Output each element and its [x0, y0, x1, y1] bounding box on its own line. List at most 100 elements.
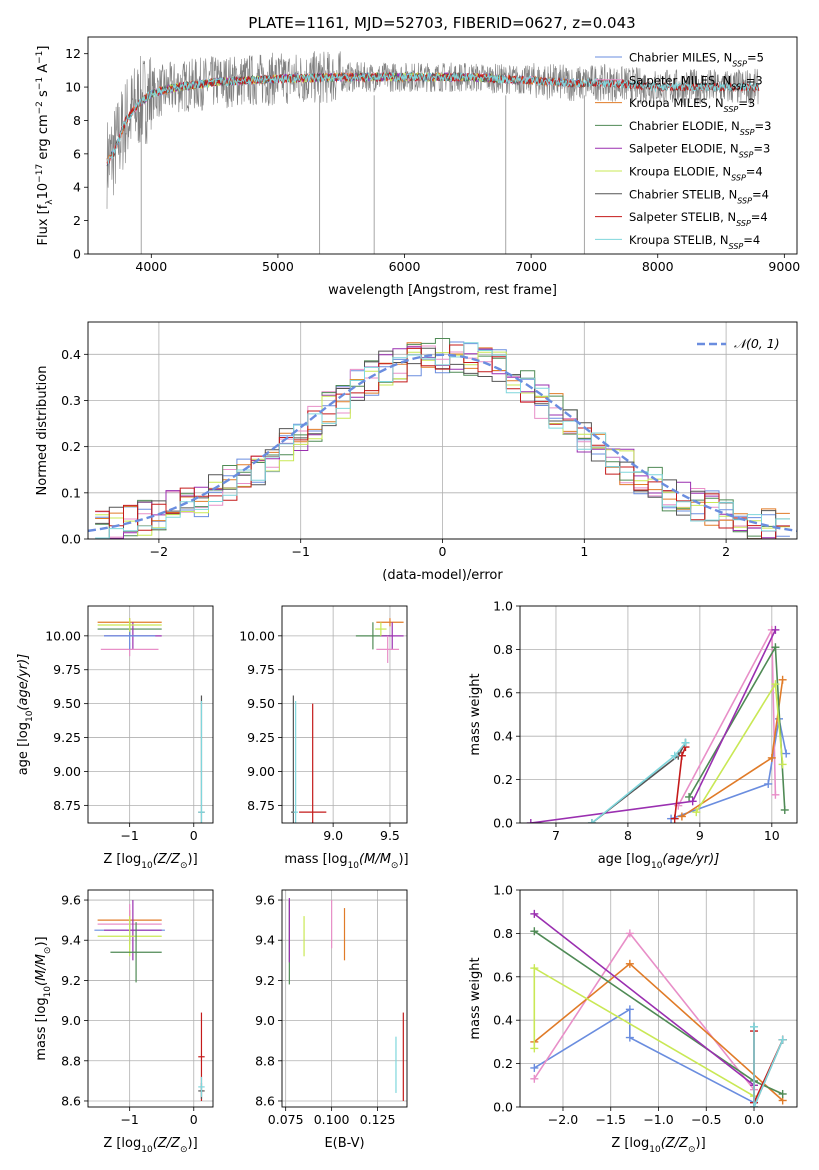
y-tick-label: 9.6: [61, 893, 81, 908]
y-tick-label: 0.4: [61, 347, 81, 362]
spectrum-data-line: [106, 51, 760, 209]
legend-entry: Salpeter ELODIE, NSSP=3: [629, 142, 770, 160]
y-tick-label: 9.75: [247, 662, 275, 677]
age_vs_mass-plot: [291, 618, 404, 823]
mass-weight-line: [533, 913, 755, 1086]
x-tick-label: −2: [150, 544, 168, 559]
x-tick-label: 7000: [515, 259, 547, 274]
x-tick-label: −1: [291, 544, 309, 559]
x-tick-label: −2.0: [548, 1112, 578, 1127]
y-tick-label: 8.75: [53, 798, 81, 813]
legend-entry: Kroupa ELODIE, NSSP=4: [629, 165, 763, 183]
y-tick-label: 9.4: [255, 933, 275, 948]
mass-vs-ebv-x-label: E(B-V): [324, 1136, 364, 1151]
y-tick-label: 9.00: [53, 764, 81, 779]
mass_vs_Z-frame: [87, 889, 214, 1108]
x-tick-label: 0: [190, 828, 198, 843]
x-tick-label: −0.5: [691, 1112, 721, 1127]
legend-entry: Salpeter STELIB, NSSP=4: [629, 210, 768, 228]
gaussian-curve: [88, 353, 797, 533]
x-tick-label: 6000: [389, 259, 421, 274]
mass_vs_ebv-plot: [288, 898, 404, 1101]
y-tick-label: 1.0: [493, 599, 513, 614]
x-tick-label: −1: [120, 828, 138, 843]
residuals-legend-entry: 𝒩(0, 1): [734, 336, 780, 351]
weight_vs_Z-y-label: mass weight: [468, 957, 483, 1039]
x-tick-label: −1.5: [596, 1112, 626, 1127]
y-tick-label: 0.2: [493, 772, 513, 787]
legend-entry: Kroupa STELIB, NSSP=4: [629, 233, 760, 251]
y-tick-label: 9.2: [255, 973, 275, 988]
x-tick-label: 9: [696, 828, 704, 843]
x-tick-label: 7: [552, 828, 560, 843]
x-tick-label: 0.0: [744, 1112, 764, 1127]
age-vs-Z-x-label: Z [log10(Z/Z⊙)]: [103, 852, 197, 871]
x-tick-label: 2: [722, 544, 730, 559]
x-tick-label: 10: [764, 828, 780, 843]
y-tick-label: 9.25: [247, 730, 275, 745]
y-tick-label: 8: [73, 113, 81, 128]
x-tick-label: −1.0: [643, 1112, 673, 1127]
y-tick-label: 0.4: [493, 1013, 513, 1028]
x-tick-label: 9.0: [323, 828, 343, 843]
y-tick-label: 10.00: [45, 628, 81, 643]
y-tick-label: 8.75: [247, 798, 275, 813]
spectrum-plot: [106, 51, 760, 254]
y-tick-label: 0.8: [493, 926, 513, 941]
x-tick-label: 4000: [135, 259, 167, 274]
mass-weight-line: [753, 1026, 784, 1107]
y-tick-label: 0.4: [493, 729, 513, 744]
y-tick-label: 9.00: [247, 764, 275, 779]
y-tick-label: 2: [73, 213, 81, 228]
x-tick-label: 0: [439, 544, 447, 559]
residuals-y-label: Normed distribution: [35, 366, 50, 496]
histogram-step: [95, 345, 790, 539]
y-tick-label: 9.6: [255, 893, 275, 908]
y-tick-label: 9.2: [61, 973, 81, 988]
x-tick-label: 0: [190, 1112, 198, 1127]
x-tick-label: 0.075: [268, 1112, 304, 1127]
mass_vs_Z-plot: [94, 900, 205, 1101]
mass-weight-line: [670, 718, 787, 820]
y-tick-label: 9.4: [61, 933, 81, 948]
y-tick-label: 0: [73, 247, 81, 262]
x-tick-label: −1: [120, 1112, 138, 1127]
y-tick-label: 9.25: [53, 730, 81, 745]
spectrum-model-line: [106, 71, 760, 165]
residuals-x-label: (data-model)/error: [382, 568, 503, 583]
y-tick-label: 0.1: [61, 485, 81, 500]
age_vs_mass-axes: 9.0 9.5 8.75 9.00 9.25 9.50 9.75 10.00: [239, 606, 407, 843]
x-tick-label: 0.125: [360, 1112, 396, 1127]
y-tick-label: 10: [65, 80, 81, 95]
residuals-plot: [88, 338, 797, 539]
weight_vs_age-plot: [526, 625, 791, 823]
weight-vs-Z-x-label: Z [log10(Z/Z⊙)]: [611, 1136, 705, 1155]
y-tick-label: 0.3: [61, 393, 81, 408]
y-tick-label: 0.0: [61, 532, 81, 547]
y-tick-label: 4: [73, 180, 81, 195]
weight_vs_Z-frame: [519, 889, 798, 1108]
y-tick-label: 9.50: [247, 696, 275, 711]
spectrum-x-label: wavelength [Angstrom, rest frame]: [328, 283, 557, 298]
y-tick-label: 0.0: [493, 1100, 513, 1115]
y-tick-label: 12: [65, 46, 81, 61]
weight-vs-age-x-label: age [log10(age/yr)]: [598, 852, 720, 871]
legend-entry: Chabrier MILES, NSSP=5: [629, 51, 764, 69]
y-tick-label: 9.0: [255, 1013, 275, 1028]
age_vs_Z-axes: −1 0 8.75 9.00 9.25 9.50 9.75 10.00: [45, 606, 213, 843]
y-tick-label: 0.8: [493, 642, 513, 657]
spectrum-y-label: Flux [fλ10−17 erg cm−2 s−1 A−1]: [35, 46, 55, 246]
age_vs_Z-plot: [97, 618, 205, 823]
weight_vs_Z-plot: [530, 909, 787, 1107]
spectrum-model-line: [106, 72, 760, 164]
mass-vs-Z-y-label: mass [log10(M/M⊙)]: [34, 936, 53, 1060]
mass_vs_ebv-axes: 0.075 0.100 0.125 8.6 8.8 9.0 9.2 9.4 9.6: [255, 890, 407, 1127]
age_vs_mass-frame: [281, 605, 408, 824]
y-tick-label: 6: [73, 146, 81, 161]
y-tick-label: 1.0: [493, 883, 513, 898]
y-tick-label: 9.75: [53, 662, 81, 677]
mass-vs-Z-x-label: Z [log10(Z/Z⊙)]: [103, 1136, 197, 1155]
y-tick-label: 9.50: [53, 696, 81, 711]
y-tick-label: 8.6: [255, 1093, 275, 1108]
